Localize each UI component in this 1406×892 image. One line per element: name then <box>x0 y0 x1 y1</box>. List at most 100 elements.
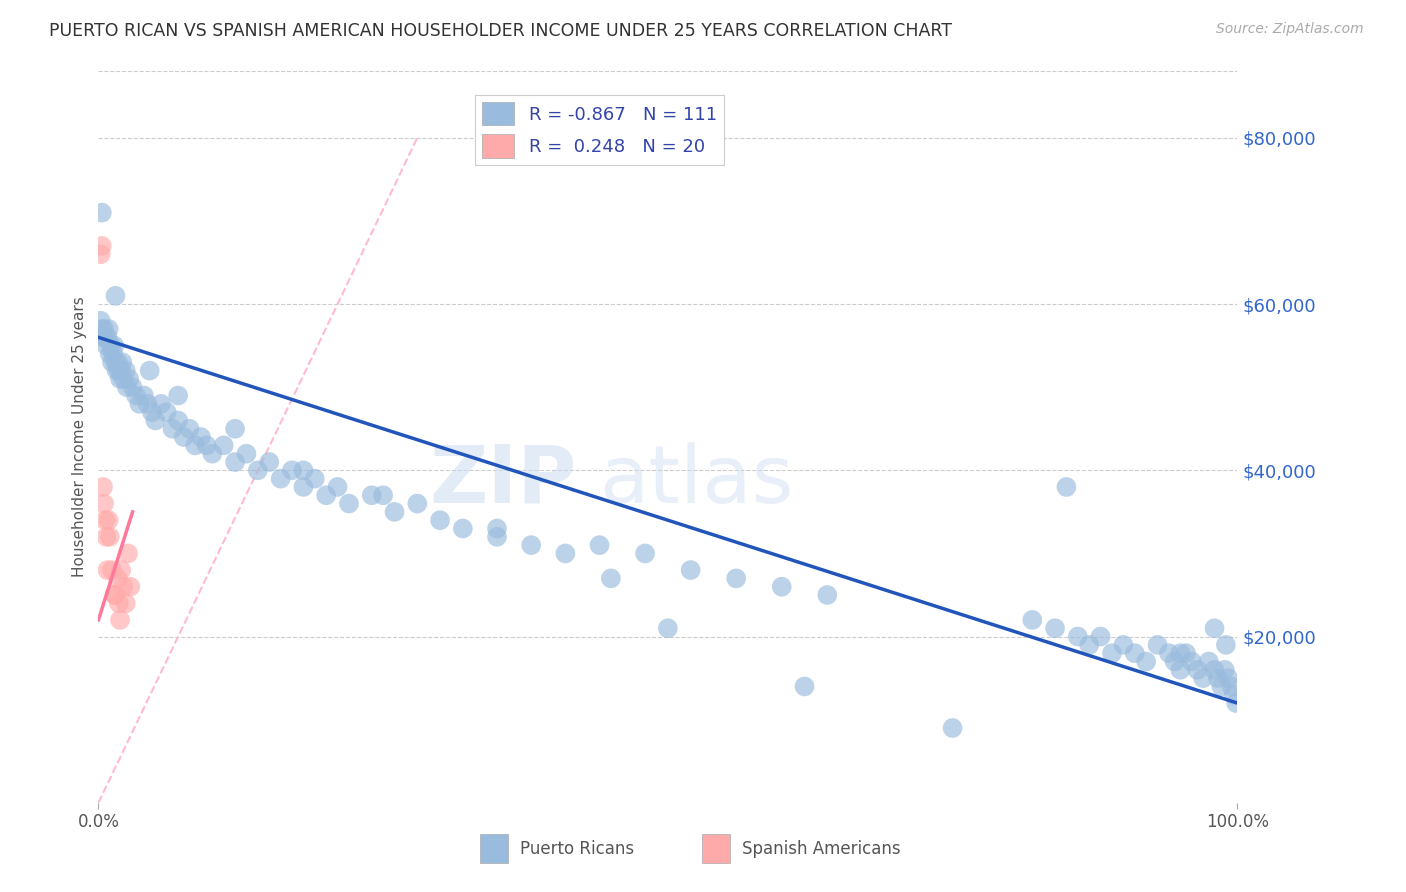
Point <box>104 355 127 369</box>
Point <box>156 405 179 419</box>
Point <box>104 289 127 303</box>
Point <box>201 447 224 461</box>
Point <box>1157 646 1180 660</box>
Legend: R = -0.867   N = 111, R =  0.248   N = 20: R = -0.867 N = 111, R = 0.248 N = 20 <box>475 95 724 165</box>
Point <box>101 563 124 577</box>
Point <box>138 363 160 377</box>
Point <box>97 513 120 527</box>
Point <box>1101 646 1123 660</box>
Text: Source: ZipAtlas.com: Source: ZipAtlas.com <box>1216 22 1364 37</box>
Point <box>337 497 360 511</box>
Point <box>1078 638 1101 652</box>
Point <box>360 488 382 502</box>
Point <box>136 397 159 411</box>
Point <box>1204 663 1226 677</box>
Point <box>1090 630 1112 644</box>
Point <box>150 397 173 411</box>
Point <box>634 546 657 560</box>
Point <box>212 438 235 452</box>
Point <box>1204 621 1226 635</box>
Point <box>98 347 121 361</box>
Point <box>235 447 257 461</box>
Point <box>118 372 141 386</box>
Point <box>406 497 429 511</box>
Point <box>1175 646 1198 660</box>
Point <box>108 596 131 610</box>
Point <box>1123 646 1146 660</box>
Point <box>1187 663 1209 677</box>
Point <box>98 530 121 544</box>
Y-axis label: Householder Income Under 25 years: Householder Income Under 25 years <box>72 297 87 577</box>
Point <box>105 363 128 377</box>
Point <box>224 422 246 436</box>
Point <box>224 455 246 469</box>
Point <box>588 538 610 552</box>
Point <box>486 530 509 544</box>
Point <box>292 463 315 477</box>
Point <box>110 363 132 377</box>
Point <box>1215 638 1237 652</box>
Point <box>315 488 337 502</box>
Text: PUERTO RICAN VS SPANISH AMERICAN HOUSEHOLDER INCOME UNDER 25 YEARS CORRELATION C: PUERTO RICAN VS SPANISH AMERICAN HOUSEHO… <box>49 22 952 40</box>
Point <box>114 363 136 377</box>
Point <box>1181 655 1204 669</box>
Point <box>1213 663 1236 677</box>
Point <box>1223 688 1246 702</box>
Point <box>115 380 138 394</box>
Point <box>195 438 218 452</box>
Point <box>145 413 167 427</box>
Point <box>725 571 748 585</box>
Point <box>100 338 122 352</box>
Point <box>108 372 131 386</box>
Point <box>520 538 543 552</box>
Point <box>108 613 131 627</box>
Point <box>90 239 112 253</box>
Point <box>94 513 117 527</box>
Point <box>1170 663 1192 677</box>
Point <box>1135 655 1157 669</box>
Point <box>104 588 127 602</box>
Point <box>554 546 576 560</box>
Point <box>96 563 118 577</box>
Point <box>1220 680 1243 694</box>
Point <box>93 322 115 336</box>
Point <box>90 205 112 219</box>
Point <box>1054 480 1078 494</box>
Bar <box>702 833 731 863</box>
Point <box>93 497 115 511</box>
Point <box>486 521 509 535</box>
Point <box>173 430 195 444</box>
Point <box>125 388 148 402</box>
Bar <box>479 833 509 863</box>
Point <box>97 322 120 336</box>
Point <box>326 480 349 494</box>
Point <box>1021 613 1043 627</box>
Point <box>103 588 125 602</box>
Point <box>103 347 125 361</box>
Point <box>132 388 155 402</box>
Text: atlas: atlas <box>599 442 794 520</box>
Point <box>657 621 679 635</box>
Point <box>1192 671 1215 685</box>
Point <box>141 405 163 419</box>
Point <box>770 580 793 594</box>
Point <box>815 588 838 602</box>
Point <box>304 472 326 486</box>
Text: ZIP: ZIP <box>429 442 576 520</box>
Point <box>1067 630 1090 644</box>
Point <box>1163 655 1185 669</box>
Point <box>451 521 474 535</box>
Point <box>600 571 623 585</box>
Point <box>103 338 125 352</box>
Point <box>91 480 114 494</box>
Point <box>1218 671 1240 685</box>
Point <box>942 721 965 735</box>
Point <box>270 472 292 486</box>
Point <box>96 330 118 344</box>
Point <box>111 355 134 369</box>
Point <box>190 430 212 444</box>
Point <box>90 314 112 328</box>
Point <box>91 330 114 344</box>
Point <box>371 488 394 502</box>
Point <box>1170 646 1192 660</box>
